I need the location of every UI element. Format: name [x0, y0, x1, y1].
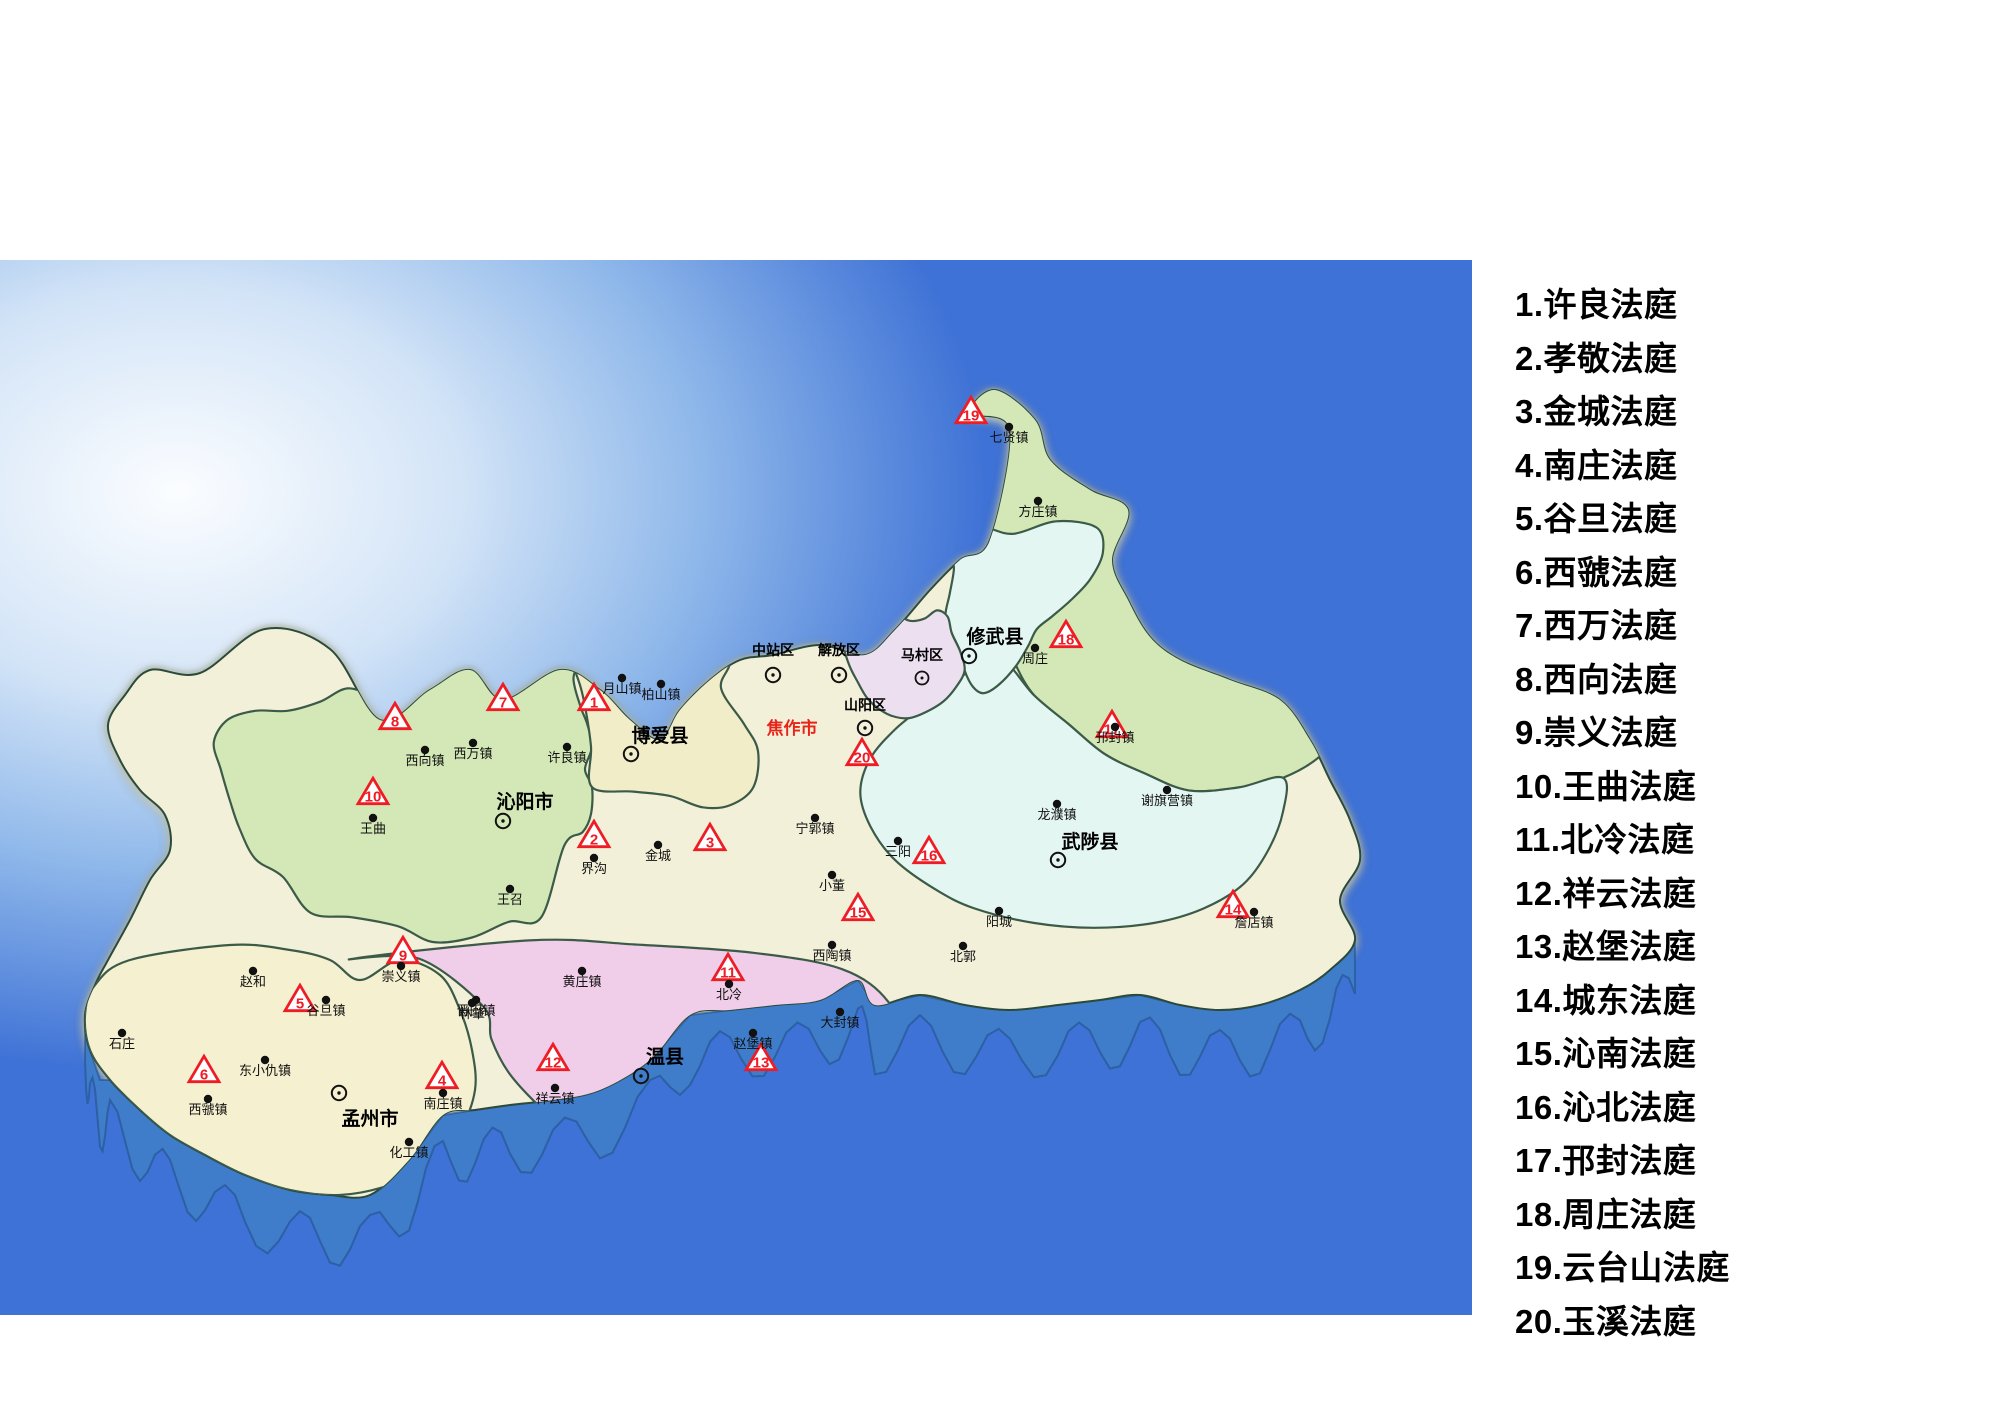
svg-text:方庄镇: 方庄镇 [1018, 504, 1057, 519]
svg-text:马村区: 马村区 [901, 647, 943, 663]
svg-text:邘封镇: 邘封镇 [1095, 730, 1134, 745]
svg-text:修武县: 修武县 [965, 625, 1023, 648]
svg-text:博爱县: 博爱县 [631, 724, 688, 747]
svg-text:12: 12 [545, 1055, 562, 1072]
svg-text:谷旦镇: 谷旦镇 [306, 1003, 345, 1018]
svg-text:西万镇: 西万镇 [453, 746, 492, 761]
svg-text:赵堡镇: 赵堡镇 [733, 1036, 772, 1051]
svg-text:宁郭镇: 宁郭镇 [795, 821, 834, 836]
svg-text:金城: 金城 [645, 848, 671, 863]
svg-text:赵和: 赵和 [240, 974, 266, 989]
svg-text:小董: 小董 [819, 878, 845, 893]
svg-text:化工镇: 化工镇 [389, 1145, 428, 1160]
svg-text:13: 13 [753, 1055, 770, 1072]
svg-text:东小仇镇: 东小仇镇 [239, 1063, 291, 1078]
svg-text:焦作市: 焦作市 [766, 718, 818, 738]
svg-text:大封镇: 大封镇 [820, 1015, 859, 1030]
svg-text:石庄: 石庄 [109, 1036, 135, 1051]
svg-text:北冷: 北冷 [716, 987, 742, 1002]
svg-text:中站区: 中站区 [752, 642, 794, 658]
svg-text:5: 5 [296, 996, 304, 1013]
svg-text:七贤镇: 七贤镇 [989, 430, 1028, 445]
svg-text:阳城: 阳城 [986, 914, 1012, 929]
svg-text:崇义镇: 崇义镇 [381, 969, 420, 984]
svg-text:西虢镇: 西虢镇 [188, 1102, 227, 1117]
svg-text:15: 15 [850, 905, 867, 922]
svg-text:6: 6 [200, 1067, 208, 1084]
svg-text:王召: 王召 [497, 892, 523, 907]
svg-text:柏山镇: 柏山镇 [641, 687, 680, 702]
svg-text:许良镇: 许良镇 [547, 750, 586, 765]
svg-text:西向镇: 西向镇 [405, 753, 444, 768]
svg-text:温县: 温县 [646, 1046, 684, 1068]
svg-text:谢旗营镇: 谢旗营镇 [1141, 793, 1193, 808]
svg-text:龙濮镇: 龙濮镇 [1037, 807, 1076, 822]
svg-text:1: 1 [590, 695, 598, 712]
svg-text:孟州市: 孟州市 [341, 1107, 398, 1130]
svg-text:7: 7 [499, 695, 507, 712]
svg-text:三阳: 三阳 [885, 844, 911, 859]
svg-text:4: 4 [438, 1073, 447, 1090]
svg-text:8: 8 [391, 714, 399, 731]
svg-text:16: 16 [921, 848, 938, 865]
svg-text:沁阳市: 沁阳市 [496, 790, 553, 813]
svg-text:祥云镇: 祥云镇 [535, 1091, 574, 1106]
svg-text:黄庄镇: 黄庄镇 [562, 974, 601, 989]
svg-text:解放区: 解放区 [818, 642, 860, 658]
svg-text:王曲: 王曲 [360, 821, 386, 836]
svg-text:3: 3 [706, 835, 714, 852]
svg-text:18: 18 [1058, 632, 1075, 649]
svg-text:山阳区: 山阳区 [844, 697, 886, 713]
svg-text:10: 10 [365, 789, 382, 806]
svg-text:武陟县: 武陟县 [1061, 830, 1118, 853]
svg-text:林肇: 林肇 [459, 1006, 485, 1021]
svg-text:月山镇: 月山镇 [602, 681, 641, 696]
svg-text:19: 19 [963, 408, 980, 425]
svg-text:11: 11 [720, 965, 736, 982]
svg-text:2: 2 [590, 832, 598, 849]
svg-text:界沟: 界沟 [581, 861, 607, 876]
svg-text:西陶镇: 西陶镇 [812, 948, 851, 963]
svg-text:20: 20 [854, 750, 871, 767]
svg-text:詹店镇: 詹店镇 [1234, 915, 1273, 930]
svg-text:南庄镇: 南庄镇 [423, 1096, 462, 1111]
svg-text:北郭: 北郭 [950, 949, 976, 964]
svg-text:周庄: 周庄 [1022, 651, 1048, 666]
